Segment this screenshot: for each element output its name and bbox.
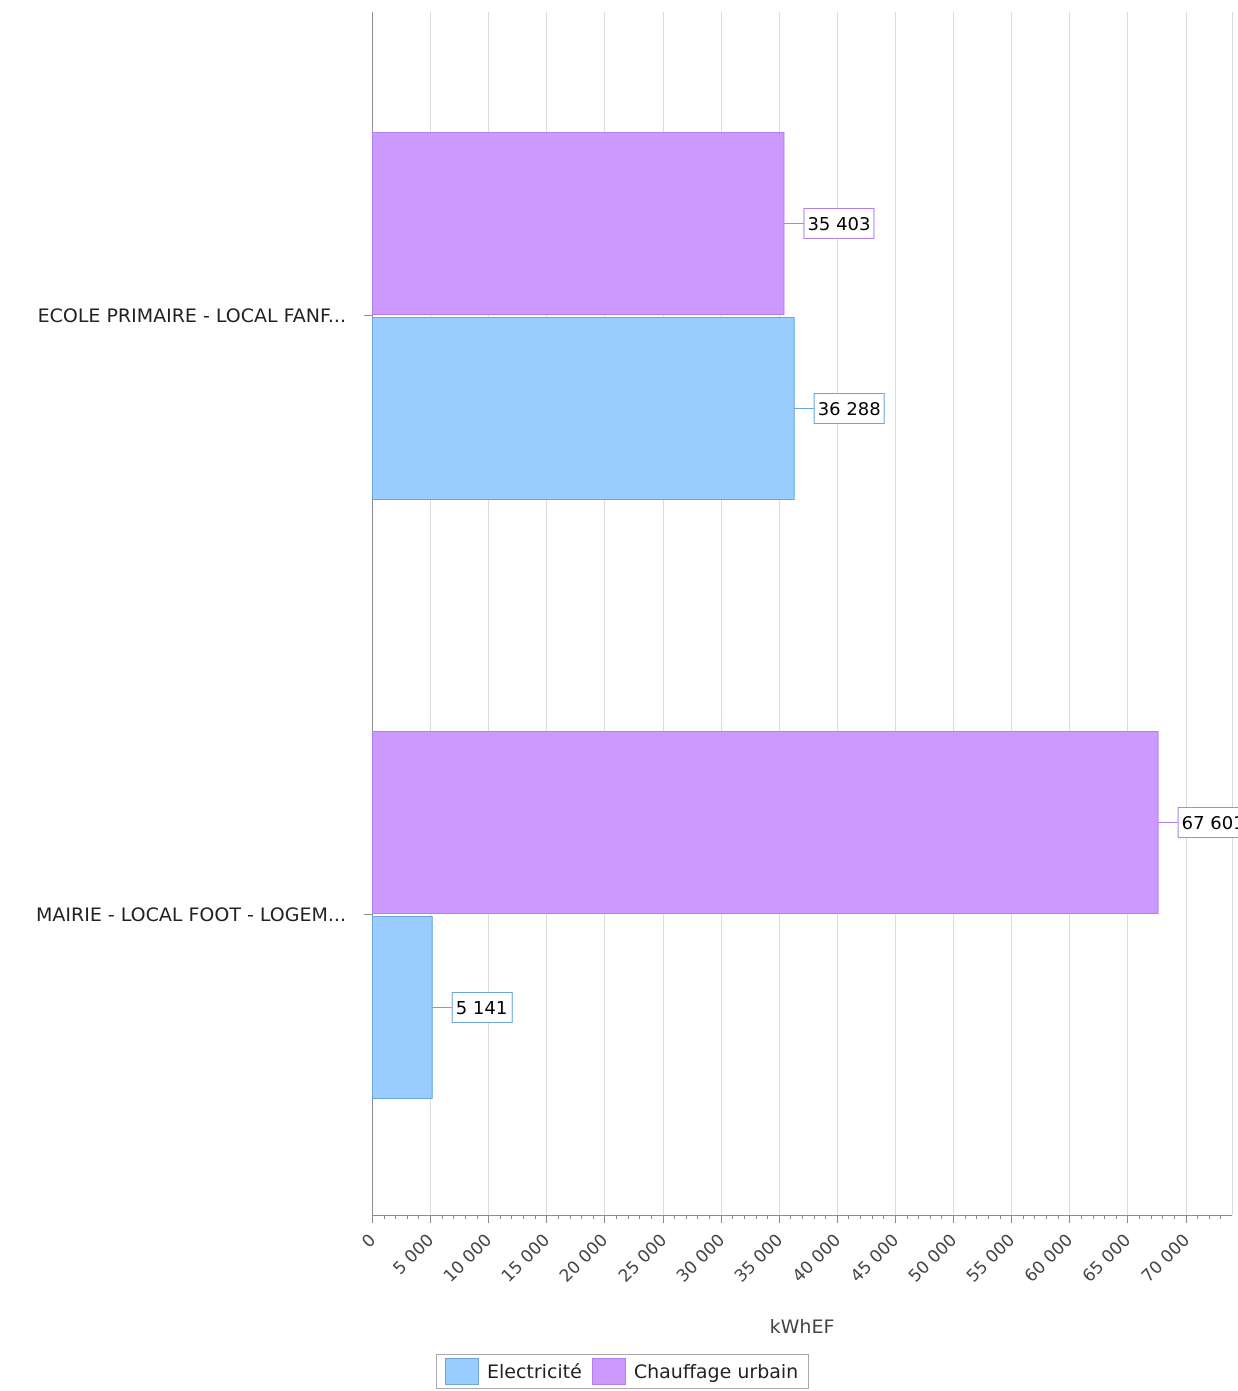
bar-chart: 0 5 000 10 000 15 000 20 000 25 000 30 000 35 0… <box>36 12 1238 1338</box>
category-label-0: ECOLE PRIMAIRE - LOCAL FANF... <box>38 305 346 327</box>
x-tick-label-6: 30 000 <box>673 1230 729 1286</box>
data-label-box <box>451 992 513 1023</box>
bar-electricite-1 <box>372 916 433 1099</box>
x-tick-label-9: 45 000 <box>847 1230 903 1286</box>
category-label-1: MAIRIE - LOCAL FOOT - LOGEM... <box>36 904 346 926</box>
x-tick-label-13: 65 000 <box>1079 1230 1135 1286</box>
legend-swatch-electricite <box>445 1358 479 1385</box>
x-tick-label-1: 5 000 <box>389 1230 438 1279</box>
data-label-1-1: 5 141 <box>456 998 508 1019</box>
bar-chauffage-urbain-1 <box>372 731 1159 914</box>
data-label-box <box>1177 807 1238 838</box>
legend: Electricité Chauffage urbain <box>436 1354 810 1389</box>
x-tick-label-14: 70 000 <box>1138 1230 1194 1286</box>
legend-item-chauffage-urbain: Chauffage urbain <box>591 1358 799 1385</box>
data-label-box <box>813 393 885 424</box>
x-tick-label-3: 15 000 <box>498 1230 554 1286</box>
legend-label-chauffage-urbain: Chauffage urbain <box>633 1360 799 1383</box>
data-label-box <box>803 208 875 239</box>
legend-item-electricite: Electricité <box>445 1358 582 1385</box>
legend-swatch-chauffage-urbain <box>591 1358 626 1385</box>
x-tick-label-12: 60 000 <box>1021 1230 1077 1286</box>
data-label-0-1: 67 601 <box>1182 813 1238 834</box>
x-tick-label-4: 20 000 <box>556 1230 612 1286</box>
x-tick-label-5: 25 000 <box>615 1230 671 1286</box>
x-tick-label-11: 55 000 <box>963 1230 1019 1286</box>
x-tick-label-10: 50 000 <box>905 1230 961 1286</box>
data-label-0-0: 35 403 <box>807 214 870 235</box>
x-tick-label-8: 40 000 <box>789 1230 845 1286</box>
x-tick-label-2: 10 000 <box>440 1230 496 1286</box>
bar-electricite-0 <box>372 317 795 500</box>
legend-label-electricite: Electricité <box>487 1360 582 1383</box>
x-tick-label-7: 35 000 <box>731 1230 787 1286</box>
bar-chauffage-urbain-0 <box>372 132 785 315</box>
data-label-1-0: 36 288 <box>818 399 881 420</box>
x-axis-title: kWhEF <box>770 1316 835 1338</box>
x-tick-label-0: 0 <box>358 1230 380 1252</box>
